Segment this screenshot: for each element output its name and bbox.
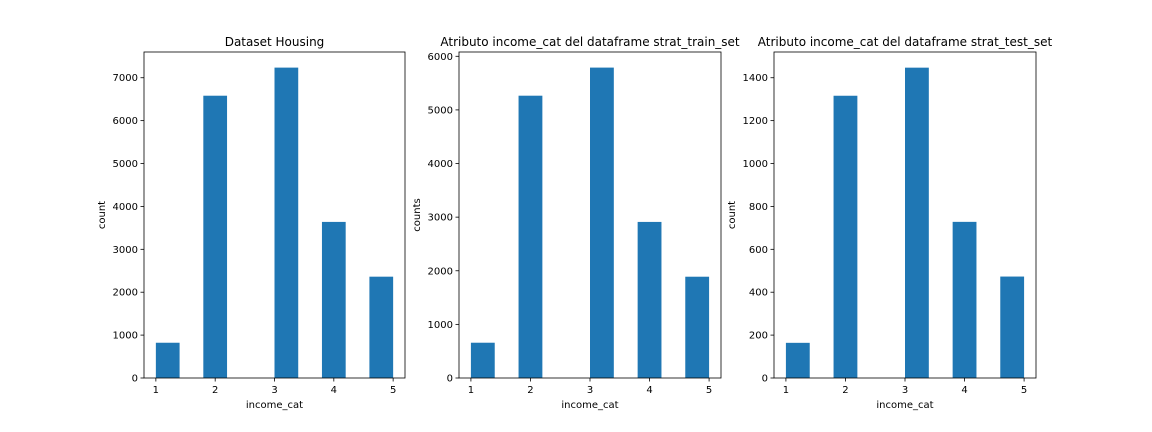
y-tick-label: 6000 xyxy=(428,52,453,63)
x-tick-label: 5 xyxy=(706,385,712,396)
bar-1 xyxy=(470,342,495,378)
x-tick-label: 2 xyxy=(212,385,218,396)
x-tick-label: 3 xyxy=(271,385,277,396)
x-tick-label: 4 xyxy=(646,385,652,396)
x-tick-label: 2 xyxy=(527,385,533,396)
y-tick-label: 400 xyxy=(749,288,768,299)
y-axis-label: count xyxy=(727,201,738,229)
y-tick-label: 4000 xyxy=(113,202,138,213)
y-tick-label: 5000 xyxy=(428,105,453,116)
chart-title: Dataset Housing xyxy=(225,35,325,49)
y-tick-label: 0 xyxy=(132,374,138,385)
y-tick-label: 200 xyxy=(749,331,768,342)
y-tick-label: 2000 xyxy=(428,266,453,277)
bar-2 xyxy=(833,95,858,378)
bar-1 xyxy=(155,342,180,378)
chart-title: Atributo income_cat del dataframe strat_… xyxy=(758,35,1053,49)
y-tick-label: 0 xyxy=(447,374,453,385)
x-axis-label: income_cat xyxy=(561,400,618,411)
y-tick-label: 7000 xyxy=(113,73,138,84)
x-tick-label: 4 xyxy=(331,385,337,396)
chart-panel-strat-train-set: Atributo income_cat del dataframe strat_… xyxy=(412,35,740,411)
x-tick-label: 5 xyxy=(390,385,396,396)
chart-title: Atributo income_cat del dataframe strat_… xyxy=(440,35,740,49)
y-axis-label: count xyxy=(97,201,108,229)
chart-panel-strat-test-set: Atributo income_cat del dataframe strat_… xyxy=(727,35,1052,411)
y-tick-label: 1000 xyxy=(428,320,453,331)
x-tick-label: 2 xyxy=(842,385,848,396)
x-tick-label: 3 xyxy=(587,385,593,396)
bar-3 xyxy=(590,67,614,378)
x-axis-label: income_cat xyxy=(246,400,303,411)
x-tick-label: 1 xyxy=(468,385,474,396)
bar-3 xyxy=(274,67,299,379)
x-tick-label: 4 xyxy=(961,385,967,396)
y-axis-label: counts xyxy=(412,198,423,231)
y-tick-label: 1000 xyxy=(743,159,768,170)
y-tick-label: 3000 xyxy=(428,213,453,224)
bar-2 xyxy=(518,95,543,378)
y-tick-label: 0 xyxy=(762,374,768,385)
bar-5 xyxy=(1000,276,1025,378)
bar-2 xyxy=(203,95,228,379)
y-tick-label: 1000 xyxy=(113,331,138,342)
bar-4 xyxy=(952,221,977,378)
bar-5 xyxy=(369,276,394,378)
y-tick-label: 6000 xyxy=(113,116,138,127)
bar-4 xyxy=(637,221,662,378)
y-tick-label: 600 xyxy=(749,245,768,256)
bar-1 xyxy=(785,342,810,378)
x-tick-label: 1 xyxy=(153,385,159,396)
chart-panel-dataset-housing: Dataset Housing income_cat count 1 2 3 4 5 0 1… xyxy=(97,35,406,411)
bar-3 xyxy=(905,67,929,378)
x-tick-label: 5 xyxy=(1021,385,1027,396)
y-tick-label: 4000 xyxy=(428,159,453,170)
y-tick-label: 2000 xyxy=(113,288,138,299)
x-axis-label: income_cat xyxy=(876,400,933,411)
y-tick-label: 5000 xyxy=(113,159,138,170)
y-tick-label: 3000 xyxy=(113,245,138,256)
bar-4 xyxy=(321,221,346,378)
y-tick-label: 1400 xyxy=(743,73,768,84)
bar-5 xyxy=(685,276,710,378)
x-tick-label: 3 xyxy=(902,385,908,396)
y-tick-label: 1200 xyxy=(743,116,768,127)
x-tick-label: 1 xyxy=(783,385,789,396)
y-tick-label: 800 xyxy=(749,202,768,213)
